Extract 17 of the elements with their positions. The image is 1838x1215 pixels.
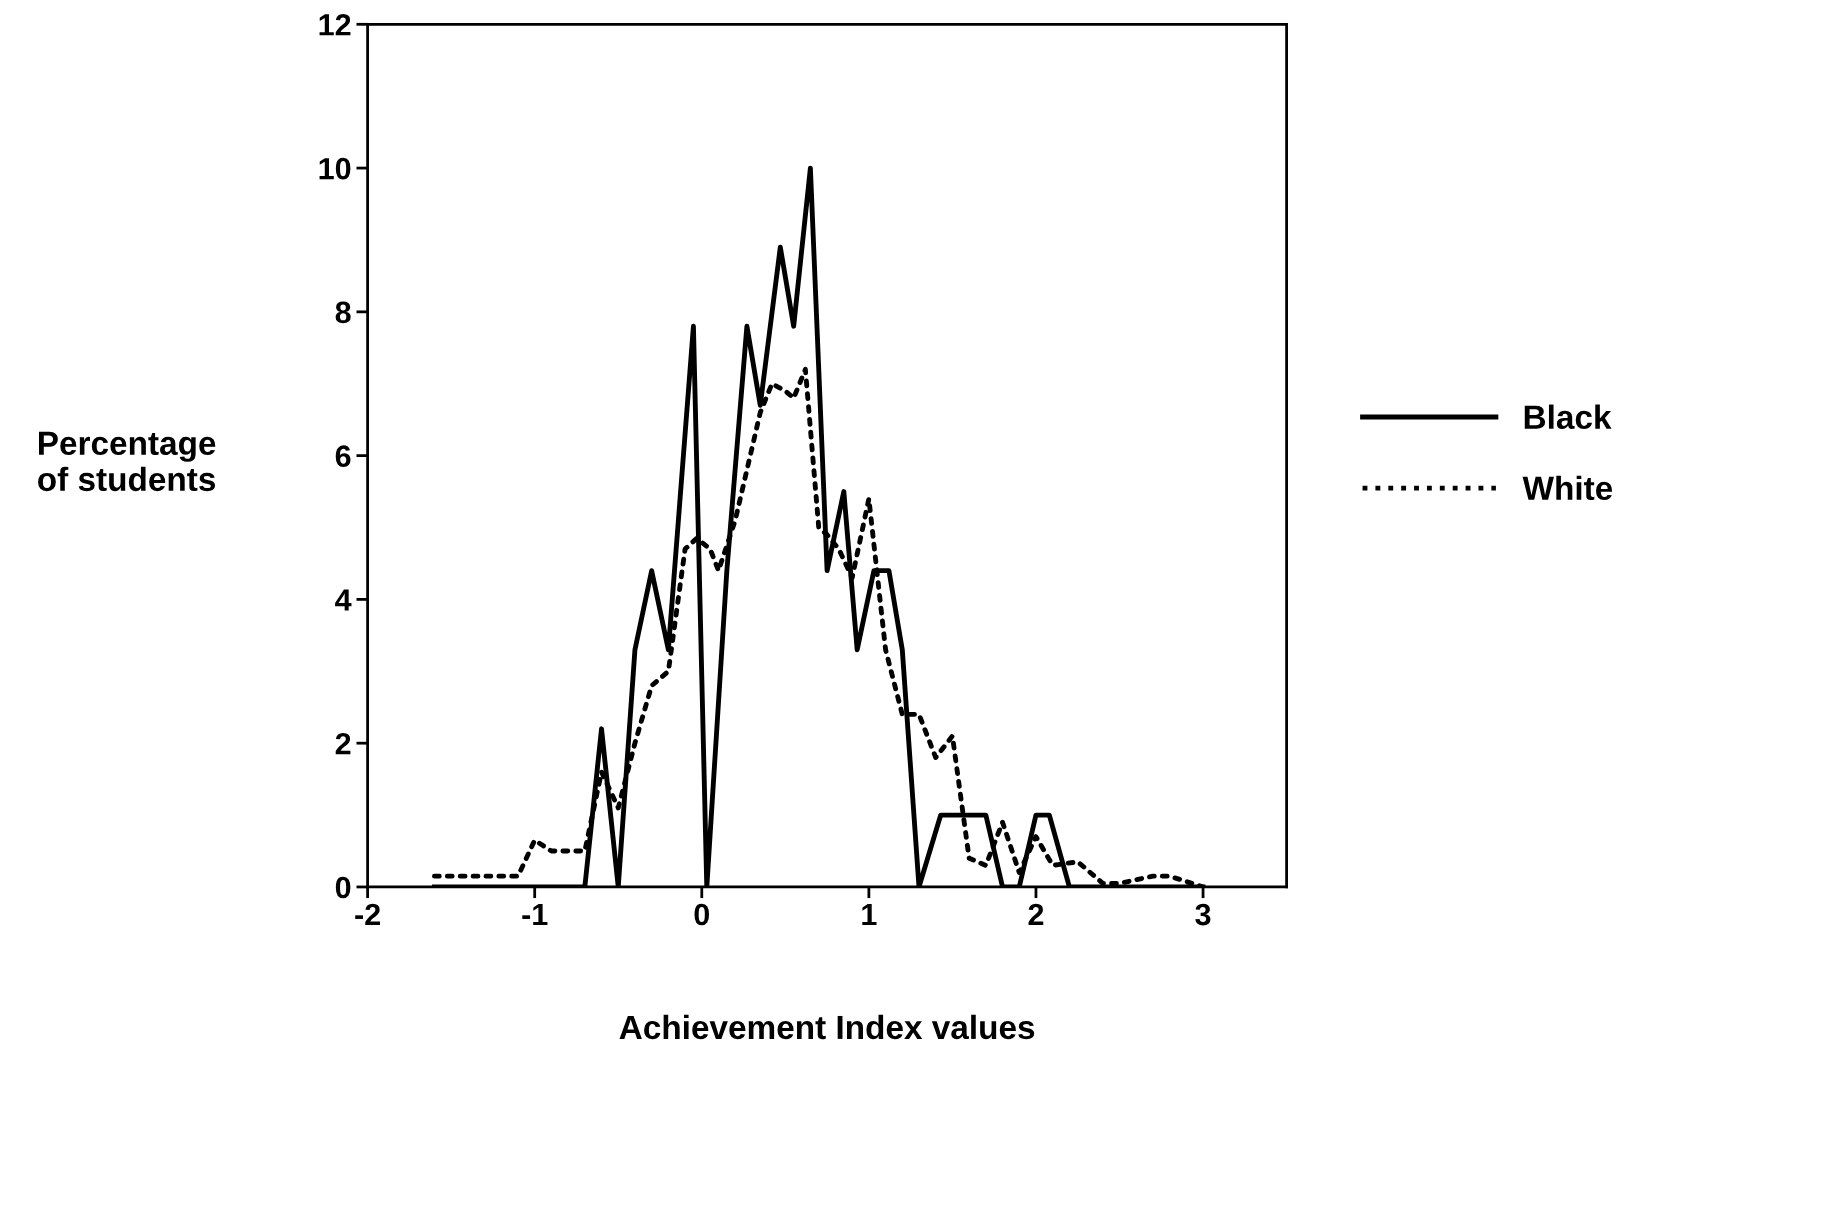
y-tick-label: 4 [335, 589, 352, 611]
x-tick-label: -2 [355, 903, 380, 926]
y-tick-label: 0 [335, 876, 351, 899]
x-tick-label: 2 [1028, 903, 1044, 926]
legend-label: Black [1524, 404, 1612, 430]
legend-label: White [1522, 475, 1613, 501]
y-tick-label: 6 [335, 445, 351, 467]
x-tick-label: 3 [1195, 903, 1211, 926]
y-axis-title: Percentage of students [38, 431, 216, 492]
x-tick-label: 0 [694, 903, 710, 926]
y-tick-label: 8 [335, 301, 351, 324]
y-tick-label: 2 [335, 732, 351, 755]
y-tick-label: 10 [319, 157, 351, 180]
y-tick-label: 12 [319, 14, 351, 36]
x-axis-title: Achievement Index values [619, 1014, 1035, 1040]
x-tick-label: -1 [522, 904, 548, 926]
x-tick-label: 1 [862, 904, 877, 926]
